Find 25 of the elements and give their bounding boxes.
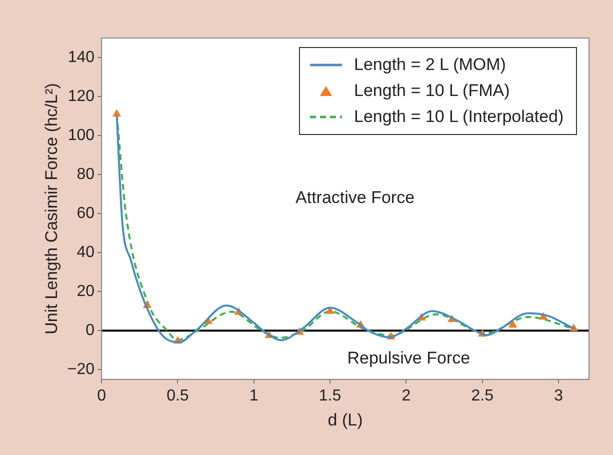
y-tick-label: 100 bbox=[68, 126, 95, 144]
y-tick-label: 60 bbox=[76, 204, 95, 222]
y-tick-label: 0 bbox=[86, 322, 95, 340]
x-tick-label: 3 bbox=[554, 387, 564, 404]
y-axis-title: Unit Length Casimir Force (hc/L²) bbox=[42, 83, 61, 334]
x-tick-label: 1.5 bbox=[318, 387, 342, 404]
point bbox=[112, 109, 122, 117]
y-tick-label: 120 bbox=[68, 88, 95, 105]
y-tick-label: 80 bbox=[76, 166, 95, 183]
legend-label: Length = 10 L (FMA) bbox=[354, 81, 510, 101]
y-tick-label: −20 bbox=[67, 361, 95, 378]
legend-label: Length = 2 L (MOM) bbox=[354, 55, 506, 75]
y-tick-label: 140 bbox=[68, 48, 95, 66]
x-tick-label: 0 bbox=[97, 387, 106, 404]
y-tick-label: 20 bbox=[76, 283, 95, 300]
annotation: Repulsive Force bbox=[347, 348, 470, 368]
x-axis-title: d (L) bbox=[328, 410, 363, 430]
x-tick-label: 2.5 bbox=[471, 387, 494, 404]
x-tick-label: 0.5 bbox=[166, 387, 189, 404]
x-tick-label: 1 bbox=[249, 387, 258, 404]
annotation: Attractive Force bbox=[295, 188, 415, 208]
x-tick-label: 2 bbox=[402, 387, 411, 404]
point bbox=[508, 320, 518, 328]
legend-label: Length = 10 L (Interpolated) bbox=[354, 107, 564, 127]
y-tick-label: 40 bbox=[76, 244, 95, 261]
